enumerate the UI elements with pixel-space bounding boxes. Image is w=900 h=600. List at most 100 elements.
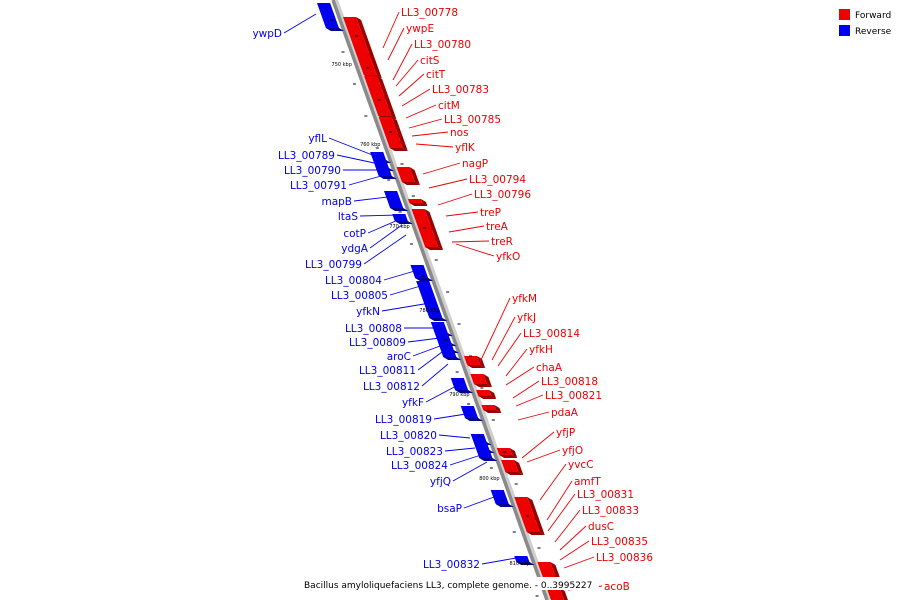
svg-text:LL3_00831: LL3_00831 xyxy=(577,489,634,501)
gene-label-ll3-00789: LL3_00789 xyxy=(278,150,380,165)
gene-label-yfkj: yfkJ xyxy=(491,312,536,361)
svg-text:LL3_00796: LL3_00796 xyxy=(474,189,531,201)
gene-label-ll3-00824: LL3_00824 xyxy=(391,454,482,472)
svg-text:yfkO: yfkO xyxy=(496,251,520,263)
svg-text:LL3_00789: LL3_00789 xyxy=(278,150,335,162)
gene-label-ywpd: ywpD xyxy=(252,13,317,40)
forward-feature xyxy=(421,238,444,250)
legend-forward-label: Forward xyxy=(855,11,891,21)
legend-reverse-label: Reverse xyxy=(855,27,892,37)
gene-label-ll3-00796: LL3_00796 xyxy=(437,189,531,206)
svg-text:yfkM: yfkM xyxy=(512,293,537,305)
svg-text:cotP: cotP xyxy=(343,228,366,240)
svg-text:LL3_00783: LL3_00783 xyxy=(432,84,489,96)
reverse-feature xyxy=(384,191,409,211)
svg-text:LL3_00790: LL3_00790 xyxy=(284,165,341,177)
gene-label-ll3-00812: LL3_00812 xyxy=(363,363,449,393)
gene-label-trea: treA xyxy=(448,221,509,233)
forward-feature xyxy=(470,374,492,387)
svg-text:yfjO: yfjO xyxy=(562,445,583,457)
gene-label-yvcc: yvcC xyxy=(539,459,594,501)
svg-text:yfjP: yfjP xyxy=(556,427,575,439)
svg-text:LL3_00809: LL3_00809 xyxy=(349,337,406,349)
svg-text:chaA: chaA xyxy=(536,362,563,374)
svg-text:yfkJ: yfkJ xyxy=(517,312,536,324)
forward-feature xyxy=(476,390,497,399)
svg-text:treA: treA xyxy=(486,221,509,233)
gene-label-yfkm: yfkM xyxy=(479,293,537,363)
forward-feature xyxy=(546,588,568,600)
svg-text:LL3_00780: LL3_00780 xyxy=(414,39,471,51)
gene-label-citt: citT xyxy=(398,69,446,97)
gene-label-ll3-00818: LL3_00818 xyxy=(512,376,598,399)
svg-text:pdaA: pdaA xyxy=(551,407,579,419)
gene-label-ll3-00805: LL3_00805 xyxy=(331,284,425,302)
gene-label-ll3-00833: LL3_00833 xyxy=(554,505,639,543)
svg-text:LL3_00808: LL3_00808 xyxy=(345,323,402,335)
svg-text:LL3_00836: LL3_00836 xyxy=(596,552,653,564)
svg-text:LL3_00811: LL3_00811 xyxy=(359,365,416,377)
backbone-line xyxy=(331,0,549,600)
svg-text:LL3_00824: LL3_00824 xyxy=(391,460,448,472)
backbone-shadow xyxy=(332,0,552,600)
svg-text:LL3_00818: LL3_00818 xyxy=(541,376,598,388)
gene-label-mapb: mapB xyxy=(321,196,389,208)
svg-text:bsaP: bsaP xyxy=(437,503,462,515)
gene-label-trer: treR xyxy=(451,236,513,248)
genome-backbone xyxy=(331,0,552,600)
gene-label-ll3-00831: LL3_00831 xyxy=(547,489,634,532)
legend-forward-swatch xyxy=(839,9,850,20)
svg-text:LL3_00778: LL3_00778 xyxy=(401,7,458,19)
reverse-feature xyxy=(514,556,535,565)
gene-label-cotp: cotP xyxy=(343,219,399,240)
gene-label-ll3-00820: LL3_00820 xyxy=(380,430,471,442)
scale-tick-label: 750 kbp xyxy=(332,62,352,68)
gene-label-bsap: bsaP xyxy=(437,496,495,515)
scale-tick-label: 780 kbp xyxy=(419,308,439,314)
svg-text:LL3_00812: LL3_00812 xyxy=(363,381,420,393)
svg-text:treR: treR xyxy=(491,236,513,248)
svg-text:nos: nos xyxy=(450,127,469,139)
gene-label-yfkn: yfkN xyxy=(356,302,431,318)
gene-label-ll3-00799: LL3_00799 xyxy=(305,234,407,271)
svg-text:yfkH: yfkH xyxy=(529,344,553,356)
forward-feature xyxy=(481,405,502,413)
svg-text:yflK: yflK xyxy=(455,142,476,154)
reverse-feature xyxy=(410,265,434,281)
svg-text:treP: treP xyxy=(480,207,501,219)
svg-text:LL3_00820: LL3_00820 xyxy=(380,430,437,442)
gene-label-ll3-00811: LL3_00811 xyxy=(359,351,443,377)
gene-label-nagp: nagP xyxy=(422,158,488,175)
gene-label-ll3-00835: LL3_00835 xyxy=(559,536,648,561)
gene-label-ll3-00823: LL3_00823 xyxy=(386,446,476,458)
svg-text:yfkF: yfkF xyxy=(402,397,424,409)
reverse-feature xyxy=(460,406,484,421)
gene-label-ywpe: ywpE xyxy=(387,23,434,61)
gene-label-ll3-00794: LL3_00794 xyxy=(428,174,526,189)
svg-text:citS: citS xyxy=(420,55,440,67)
gene-label-ll3-00785: LL3_00785 xyxy=(408,114,501,129)
gene-label-ll3-00778: LL3_00778 xyxy=(382,7,458,49)
svg-text:yfkN: yfkN xyxy=(356,306,380,318)
scale-tick-label: 800 kbp xyxy=(479,476,499,482)
gene-label-ydga: ydgA xyxy=(341,224,403,255)
forward-feature xyxy=(501,460,524,475)
caption-background xyxy=(303,577,599,590)
svg-text:aroC: aroC xyxy=(387,351,411,363)
svg-text:LL3_00794: LL3_00794 xyxy=(469,174,526,186)
gene-label-chaa: chaA xyxy=(505,362,563,386)
scale-tick-label: 790 kbp xyxy=(449,392,469,398)
forward-feature xyxy=(396,167,420,185)
svg-text:yvcC: yvcC xyxy=(568,459,594,471)
gene-label-ll3-00808: LL3_00808 xyxy=(345,323,436,335)
legend: Forward Reverse xyxy=(839,9,892,37)
svg-text:LL3_00833: LL3_00833 xyxy=(582,505,639,517)
svg-text:LL3_00805: LL3_00805 xyxy=(331,290,388,302)
svg-text:ywpD: ywpD xyxy=(252,28,282,40)
gene-label-ll3-00790: LL3_00790 xyxy=(284,165,381,177)
reverse-feature xyxy=(317,3,344,31)
reverse-feature xyxy=(392,214,413,224)
reverse-feature xyxy=(416,281,448,321)
